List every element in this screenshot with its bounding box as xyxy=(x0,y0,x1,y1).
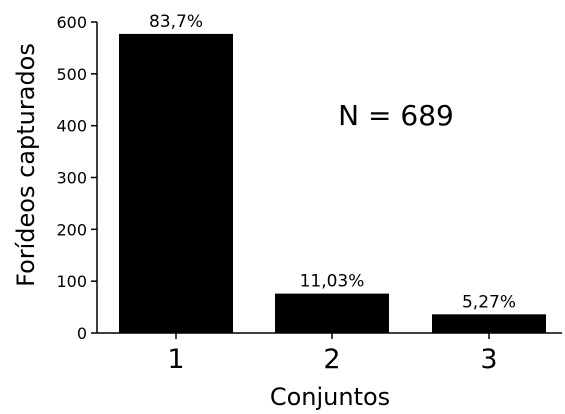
y-tick-label: 600 xyxy=(56,13,87,32)
y-tick-label: 300 xyxy=(56,169,87,188)
y-tick-label: 400 xyxy=(56,117,87,136)
bar-2 xyxy=(275,293,389,333)
y-tick-label: 100 xyxy=(56,272,87,291)
category-labels: 1 2 3 xyxy=(167,333,498,375)
x-tick-label: 1 xyxy=(167,344,184,375)
x-tick-label: 3 xyxy=(480,344,497,375)
x-tick-label: 2 xyxy=(323,344,340,375)
y-tick-label: 200 xyxy=(56,220,87,239)
bar-data-label: 11,03% xyxy=(300,272,365,292)
x-axis-title: Conjuntos xyxy=(270,383,390,411)
y-axis: 0 100 200 300 400 500 600 xyxy=(56,13,98,343)
y-tick-label: 0 xyxy=(77,324,87,343)
sample-size-annotation: N = 689 xyxy=(338,99,454,132)
bar-data-label: 83,7% xyxy=(149,12,203,32)
bar-1 xyxy=(119,33,233,334)
bar-3 xyxy=(432,314,546,333)
bars xyxy=(119,33,546,334)
y-axis-title: Forídeos capturados xyxy=(12,43,40,287)
bar-data-label: 5,27% xyxy=(462,292,516,312)
y-tick-label: 500 xyxy=(56,65,87,84)
data-labels: 83,7% 11,03% 5,27% xyxy=(149,12,516,312)
